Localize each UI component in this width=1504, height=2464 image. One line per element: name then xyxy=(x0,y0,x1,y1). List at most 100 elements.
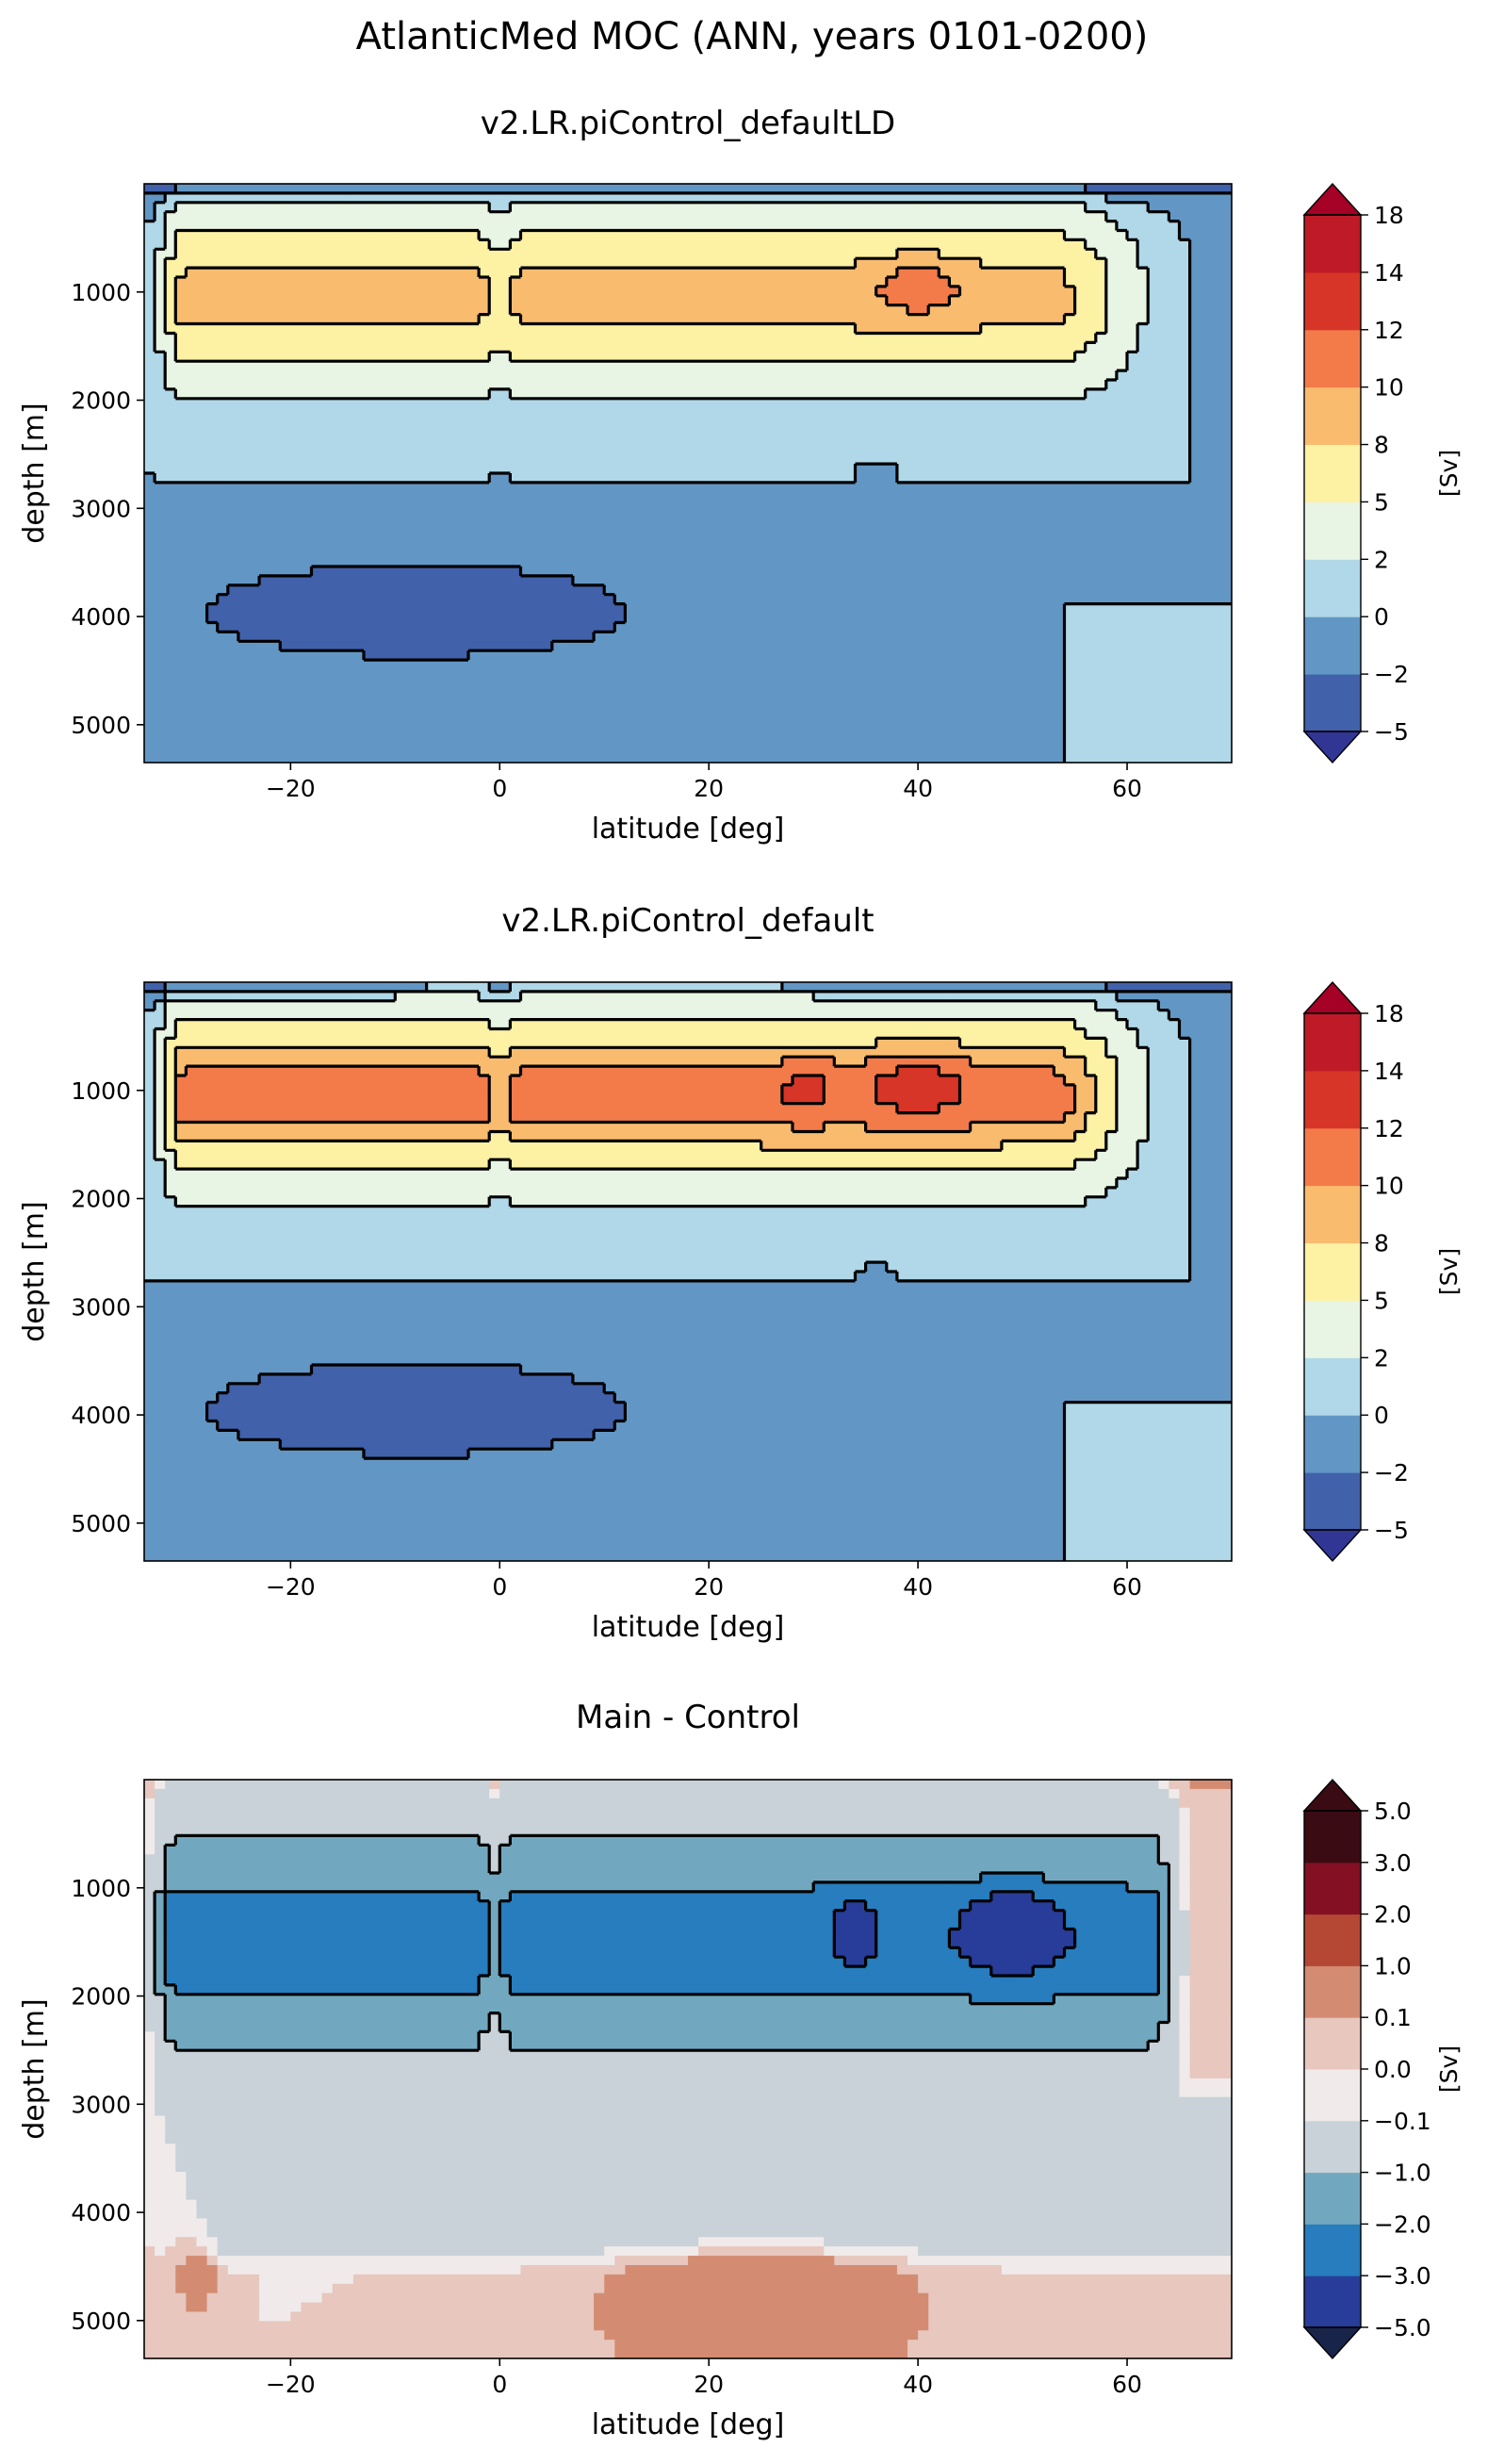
colorbar-frame xyxy=(1303,1012,1362,1531)
panel-3-xlabel: latitude [deg] xyxy=(592,2408,785,2441)
x-tick-label: 0 xyxy=(492,2371,507,2398)
colorbar-tick-label: 2 xyxy=(1374,1344,1389,1372)
colorbar-tick-label: −2.0 xyxy=(1374,2210,1431,2238)
colorbar-segment xyxy=(1304,2172,1361,2225)
colorbar-tick-label: 1.0 xyxy=(1374,1952,1412,1979)
panel-2: v2.LR.piControl_default−20 0 20 40 60latitud… xyxy=(18,902,1463,1644)
x-tick-label: 40 xyxy=(903,1573,933,1601)
x-tick-label: −20 xyxy=(266,775,316,802)
y-tick-label: 5000 xyxy=(71,2308,131,2335)
panel-2-xlabel: latitude [deg] xyxy=(592,1611,785,1644)
panel-3-contours xyxy=(153,1833,1170,2052)
panel-1-ylabel: depth [m] xyxy=(18,402,51,544)
colorbar-tick-label: 14 xyxy=(1374,259,1404,287)
x-tick-label: 20 xyxy=(694,1573,724,1601)
x-tick-label: 60 xyxy=(1112,1573,1142,1601)
colorbar-tick-label: −5 xyxy=(1374,718,1409,746)
colorbar-tick-label: 8 xyxy=(1374,432,1389,459)
colorbar-tick-label: 8 xyxy=(1374,1230,1389,1257)
colorbar-segment xyxy=(1304,1811,1361,1864)
x-tick-label: 40 xyxy=(903,775,933,802)
colorbar-tick-label: 12 xyxy=(1374,317,1404,344)
colorbar-tick-label: 0.0 xyxy=(1374,2056,1412,2083)
x-tick-label: −20 xyxy=(266,2371,316,2398)
y-tick-label: 4000 xyxy=(71,1402,131,1429)
y-tick-label: 5000 xyxy=(71,712,131,739)
colorbar-tick-label: 0.1 xyxy=(1374,2004,1412,2031)
colorbar-segment xyxy=(1304,329,1361,388)
x-tick-label: 60 xyxy=(1112,2371,1142,2398)
colorbar-tick-label: 12 xyxy=(1374,1115,1404,1142)
colorbar-tick-label: 3.0 xyxy=(1374,1849,1412,1877)
colorbar-segment xyxy=(1304,215,1361,273)
colorbar-segment xyxy=(1304,1965,1361,2018)
colorbar-segment xyxy=(1304,1185,1361,1244)
colorbar-tick-label: 10 xyxy=(1374,374,1404,402)
colorbar-segment xyxy=(1304,271,1361,331)
colorbar-segment xyxy=(1304,2224,1361,2276)
colorbar-frame xyxy=(1303,214,1362,732)
colorbar-extend-max xyxy=(1302,182,1363,216)
x-tick-label: 40 xyxy=(903,2371,933,2398)
colorbar-segment xyxy=(1304,674,1361,732)
colorbar-tick-label: 5 xyxy=(1374,1287,1389,1314)
colorbar-tick-label: 14 xyxy=(1374,1058,1404,1085)
colorbar-segment xyxy=(1304,1127,1361,1187)
colorbar-segment xyxy=(1304,1300,1361,1358)
panel-2-contours xyxy=(144,982,1232,1561)
y-tick-label: 4000 xyxy=(71,603,131,631)
y-tick-label: 2000 xyxy=(71,1983,131,2011)
panel-3: Main - Control −20 0 20 40 60 latitude [deg] 10… xyxy=(18,1699,1463,2441)
colorbar-segment xyxy=(1304,2017,1361,2070)
panel-1-contours xyxy=(144,184,1232,763)
panel-1-xlabel: latitude [deg] xyxy=(592,813,785,846)
colorbar-tick-label: 2 xyxy=(1374,546,1389,573)
panel-3-field xyxy=(144,1780,1232,2358)
colorbar-label: [Sv] xyxy=(1435,1248,1463,1295)
colorbar-segment xyxy=(1304,444,1361,502)
colorbar-tick-label: −2 xyxy=(1374,661,1409,688)
colorbar-tick-label: −3.0 xyxy=(1374,2262,1431,2290)
colorbar-segment xyxy=(1304,2275,1361,2328)
panel-3-frame xyxy=(143,1779,1233,2359)
x-tick-label: 20 xyxy=(694,2371,724,2398)
panel-2-frame xyxy=(143,981,1233,1562)
y-tick-label: 3000 xyxy=(71,1293,131,1321)
y-tick-label: 4000 xyxy=(71,2199,131,2226)
y-tick-label: 1000 xyxy=(71,1875,131,1902)
panel-1-field xyxy=(144,184,1232,763)
y-tick-label: 2000 xyxy=(71,387,131,415)
colorbar-extend-min xyxy=(1302,2326,1363,2360)
panel-3-colorbar: −5.0 −3.0 −2.0 −1.0 −0.1 0.0 0.1 1.0 2.0 3.0 5.0 [S… xyxy=(1302,1778,1463,2360)
colorbar-segment xyxy=(1304,1357,1361,1416)
colorbar-tick-label: 18 xyxy=(1374,202,1404,229)
colorbar-segment xyxy=(1304,559,1361,617)
colorbar-segment xyxy=(1304,1415,1361,1473)
colorbar-tick-label: 0 xyxy=(1374,1402,1389,1429)
colorbar-segment xyxy=(1304,1862,1361,1915)
colorbar-tick-label: −2 xyxy=(1374,1459,1409,1487)
colorbar-tick-label: 5.0 xyxy=(1374,1798,1412,1825)
colorbar-segment xyxy=(1304,616,1361,675)
colorbar-segment xyxy=(1304,1242,1361,1301)
panel-1-colorbar: −5 −2 0 2 5 8 10 12 14 18 [Sv] xyxy=(1302,182,1463,764)
colorbar-tick-label: −1.0 xyxy=(1374,2160,1431,2187)
panel-1-frame xyxy=(143,183,1233,764)
colorbar-segment xyxy=(1304,386,1361,446)
colorbar-extend-max xyxy=(1302,980,1363,1014)
panel-2-ylabel: depth [m] xyxy=(18,1201,51,1342)
colorbar-tick-label: −5.0 xyxy=(1374,2314,1431,2341)
y-tick-label: 2000 xyxy=(71,1186,131,1213)
y-tick-label: 3000 xyxy=(71,495,131,522)
colorbar-tick-label: 2.0 xyxy=(1374,1901,1412,1929)
colorbar-extend-min xyxy=(1302,731,1363,764)
x-tick-label: −20 xyxy=(266,1573,316,1601)
panel-2-colorbar: −5 −2 0 2 5 8 10 12 14 18 [Sv] xyxy=(1302,980,1463,1563)
colorbar-tick-label: −5 xyxy=(1374,1517,1409,1544)
colorbar-label: [Sv] xyxy=(1435,2045,1463,2093)
colorbar-tick-label: 18 xyxy=(1374,1000,1404,1027)
y-tick-label: 5000 xyxy=(71,1510,131,1537)
y-tick-label: 3000 xyxy=(71,2091,131,2118)
colorbar-segment xyxy=(1304,1070,1361,1129)
x-tick-label: 0 xyxy=(492,1573,507,1601)
